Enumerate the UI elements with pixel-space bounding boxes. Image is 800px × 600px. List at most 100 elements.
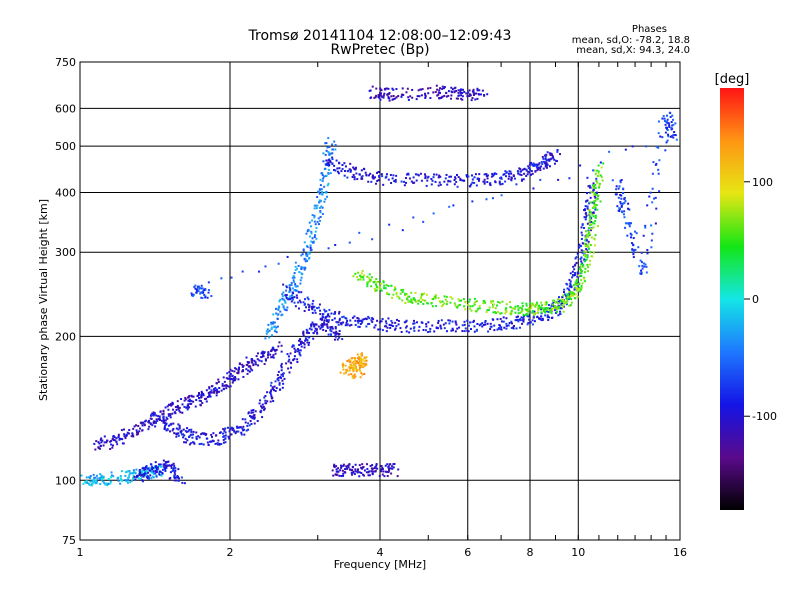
data-point [505, 303, 508, 306]
data-point [282, 382, 285, 385]
data-point [328, 153, 331, 156]
data-point [288, 284, 291, 287]
data-point [379, 92, 382, 95]
data-point [581, 282, 584, 285]
data-point [322, 316, 325, 319]
data-point [519, 311, 522, 314]
data-point [153, 420, 156, 423]
data-point [454, 176, 457, 179]
data-point [412, 176, 415, 179]
data-point [540, 319, 543, 322]
data-point [232, 378, 235, 381]
data-point [596, 169, 599, 172]
data-point [377, 95, 380, 98]
data-point [215, 394, 218, 397]
data-point [162, 417, 165, 420]
data-point [583, 254, 586, 257]
data-point [389, 173, 392, 176]
data-point [389, 326, 392, 329]
data-point [427, 331, 430, 334]
data-point [151, 467, 154, 470]
data-point [370, 470, 373, 473]
data-point [382, 470, 385, 473]
data-point [390, 284, 393, 287]
data-point [228, 436, 231, 439]
data-point [200, 287, 203, 290]
data-point [551, 155, 554, 158]
x-tick-label: 16 [673, 546, 687, 559]
data-point [392, 293, 395, 296]
data-point [264, 358, 267, 361]
data-point [483, 178, 486, 181]
data-point [223, 435, 226, 438]
data-point [560, 300, 563, 303]
chart-title: Tromsø 20141104 12:08:00–12:09:43 [248, 28, 512, 44]
data-point [458, 326, 461, 329]
data-point [149, 474, 152, 477]
data-point [346, 319, 349, 322]
data-point [532, 313, 535, 316]
data-point [82, 482, 85, 485]
data-point [294, 265, 297, 268]
data-point [192, 430, 195, 433]
data-point [508, 170, 511, 173]
data-point [135, 476, 138, 479]
data-point [109, 482, 112, 485]
data-point [173, 464, 176, 467]
data-point [381, 95, 384, 98]
data-point [544, 311, 547, 314]
data-point [106, 484, 109, 487]
data-point [544, 161, 547, 164]
data-point [344, 324, 347, 327]
data-point [385, 283, 388, 286]
data-point [329, 160, 332, 163]
data-point [407, 96, 410, 99]
data-point [674, 134, 677, 137]
data-point [474, 98, 477, 101]
data-point [370, 96, 373, 99]
data-point [395, 291, 398, 294]
data-point [406, 87, 409, 90]
data-point [353, 178, 356, 181]
data-point [195, 399, 198, 402]
data-point [517, 309, 520, 312]
data-point [242, 370, 245, 373]
data-point [424, 329, 427, 332]
data-point [390, 95, 393, 98]
data-point [551, 316, 554, 319]
data-point [289, 287, 292, 290]
data-point [171, 429, 174, 432]
data-point [542, 310, 545, 313]
data-point [560, 307, 563, 310]
data-point [641, 264, 644, 267]
data-point [210, 295, 213, 298]
data-point [531, 311, 534, 314]
data-point [101, 477, 104, 480]
data-point [615, 185, 618, 188]
data-point [305, 328, 308, 331]
data-point [500, 176, 503, 179]
data-point [286, 353, 289, 356]
data-point [532, 164, 535, 167]
data-point [171, 463, 174, 466]
data-point [525, 308, 528, 311]
data-point [211, 385, 214, 388]
data-point [530, 307, 533, 310]
data-point [670, 127, 673, 130]
data-point [314, 234, 317, 237]
data-point [513, 324, 516, 327]
data-point [167, 414, 170, 417]
data-point [222, 438, 225, 441]
data-point [319, 189, 322, 192]
data-point [382, 94, 385, 97]
data-point [620, 179, 623, 182]
data-point [599, 161, 602, 164]
data-point [147, 428, 150, 431]
data-point [355, 172, 358, 175]
data-point [569, 282, 572, 285]
data-point [345, 368, 348, 371]
data-point [175, 408, 178, 411]
data-point [672, 136, 675, 139]
data-point [270, 323, 273, 326]
data-point [584, 267, 587, 270]
